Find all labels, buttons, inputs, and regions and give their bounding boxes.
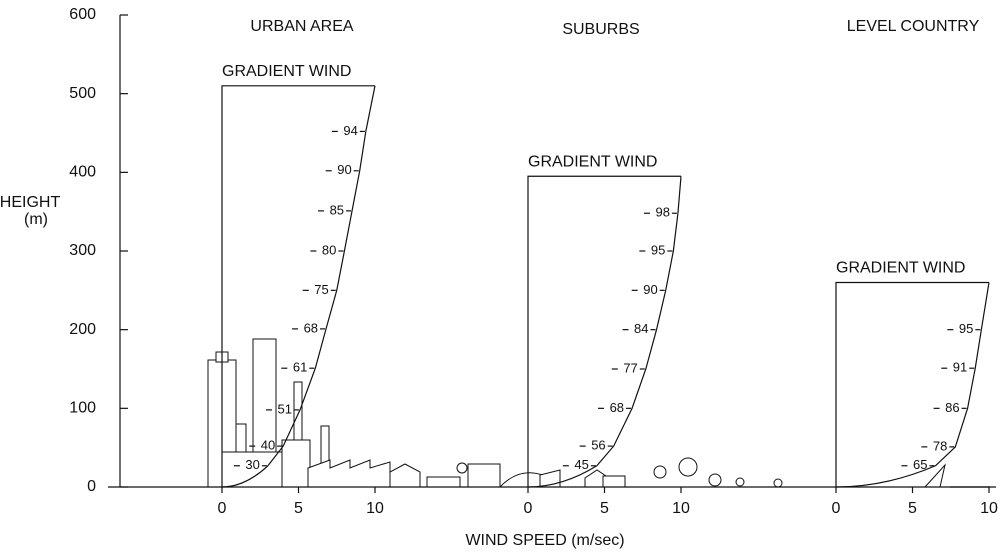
- gradient-label: GRADIENT WIND: [528, 153, 657, 170]
- x-tick-label: 5: [908, 500, 917, 517]
- y-axis-label: (m): [24, 211, 48, 228]
- percent-label: 78: [933, 438, 947, 453]
- x-tick-label: 0: [218, 500, 227, 517]
- x-tick-label: 10: [672, 500, 690, 517]
- panel-title: URBAN AREA: [250, 18, 353, 35]
- profile-top: [365, 85, 376, 132]
- y-tick-label: 500: [69, 85, 96, 102]
- percent-label: 80: [322, 242, 336, 257]
- y-tick-label: 0: [87, 478, 96, 495]
- gradient-box: [221, 85, 375, 487]
- percent-label: 30: [245, 457, 259, 472]
- percent-label: 68: [610, 400, 624, 415]
- y-tick-label: 400: [69, 164, 96, 181]
- percent-label: 95: [651, 242, 665, 257]
- x-axis-label: WIND SPEED (m/sec): [465, 532, 624, 549]
- y-tick-label: 200: [69, 321, 96, 338]
- y-tick-label: 300: [69, 242, 96, 259]
- x-tick-label: 0: [832, 500, 841, 517]
- percent-label: 94: [343, 123, 357, 138]
- x-tick-label: 10: [980, 500, 998, 517]
- x-tick-label: 0: [524, 500, 533, 517]
- buildings: [207, 338, 990, 488]
- gradient-label: GRADIENT WIND: [836, 260, 965, 277]
- percent-label: 61: [293, 360, 307, 375]
- percent-label: 86: [945, 400, 959, 415]
- gradient-box: [527, 175, 681, 487]
- x-tick-label: 5: [294, 500, 303, 517]
- percent-label: 91: [953, 360, 967, 375]
- percent-label: 65: [913, 457, 927, 472]
- x-tick-label: 10: [366, 500, 384, 517]
- percent-label: 75: [314, 282, 328, 297]
- y-tick-label: 600: [69, 6, 96, 23]
- y-tick-label: 100: [69, 400, 96, 417]
- percent-label: 98: [655, 205, 669, 220]
- profile-top: [677, 176, 682, 214]
- gradient-label: GRADIENT WIND: [222, 63, 351, 80]
- profile-top: [980, 282, 990, 330]
- percent-label: 85: [330, 202, 344, 217]
- x-tick-label: 5: [600, 500, 609, 517]
- percent-label: 51: [278, 401, 292, 416]
- percent-label: 45: [574, 457, 588, 472]
- panel-title: LEVEL COUNTRY: [847, 18, 980, 35]
- percent-label: 56: [591, 438, 605, 453]
- profile-tail: [221, 465, 269, 488]
- wind-profile: [267, 131, 367, 467]
- y-axis-label: HEIGHT: [0, 194, 60, 211]
- wind-profile: [935, 329, 982, 467]
- panel-title: SUBURBS: [562, 21, 639, 38]
- percent-label: 90: [337, 162, 351, 177]
- percent-label: 77: [623, 360, 637, 375]
- gradient-box: [835, 281, 989, 487]
- profile-tail: [835, 465, 936, 488]
- percent-label: 84: [634, 321, 648, 336]
- percent-label: 40: [261, 438, 275, 453]
- percent-label: 90: [643, 282, 657, 297]
- percent-label: 95: [959, 321, 973, 336]
- wind-profile: [596, 213, 679, 467]
- percent-label: 68: [304, 320, 318, 335]
- profile-tail: [527, 465, 598, 488]
